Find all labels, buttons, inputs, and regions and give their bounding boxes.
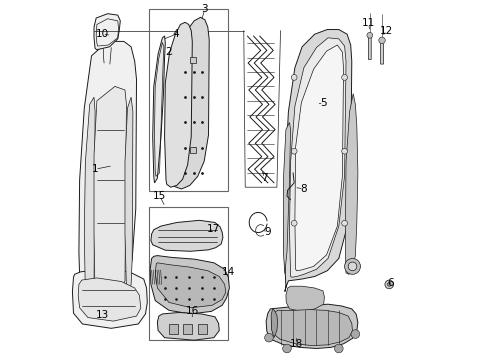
Circle shape xyxy=(264,333,273,342)
Polygon shape xyxy=(270,309,277,338)
Text: 6: 6 xyxy=(386,278,393,288)
Polygon shape xyxy=(78,278,141,321)
Bar xyxy=(182,324,191,334)
Polygon shape xyxy=(265,304,357,348)
Text: 3: 3 xyxy=(201,4,208,14)
Bar xyxy=(189,57,196,63)
Polygon shape xyxy=(72,269,147,328)
Circle shape xyxy=(378,37,385,44)
Text: 16: 16 xyxy=(185,306,199,316)
Text: 13: 13 xyxy=(96,310,109,320)
Circle shape xyxy=(386,283,390,286)
Polygon shape xyxy=(289,38,346,277)
Polygon shape xyxy=(94,86,126,308)
Polygon shape xyxy=(271,310,352,346)
Polygon shape xyxy=(294,45,343,271)
Text: 14: 14 xyxy=(221,267,234,277)
Bar xyxy=(149,207,228,340)
Text: 15: 15 xyxy=(153,191,166,201)
Circle shape xyxy=(291,75,296,80)
Polygon shape xyxy=(125,97,133,293)
Polygon shape xyxy=(283,122,290,274)
Text: 2: 2 xyxy=(165,47,172,57)
Bar xyxy=(168,324,178,334)
Text: 4: 4 xyxy=(172,29,179,39)
Text: 8: 8 xyxy=(300,184,306,194)
Bar xyxy=(189,147,196,153)
Polygon shape xyxy=(151,220,223,251)
Polygon shape xyxy=(345,94,357,274)
Circle shape xyxy=(347,262,356,271)
Polygon shape xyxy=(284,30,351,292)
Circle shape xyxy=(334,344,343,353)
Polygon shape xyxy=(84,97,95,301)
Polygon shape xyxy=(94,14,120,50)
Circle shape xyxy=(344,258,360,274)
Circle shape xyxy=(291,220,296,226)
Circle shape xyxy=(341,75,347,80)
Polygon shape xyxy=(79,41,136,320)
Polygon shape xyxy=(367,33,370,59)
Polygon shape xyxy=(152,36,165,183)
Text: 10: 10 xyxy=(96,29,109,39)
Polygon shape xyxy=(150,256,229,314)
Text: 11: 11 xyxy=(361,18,375,28)
Circle shape xyxy=(350,330,359,338)
Bar xyxy=(149,9,228,191)
Polygon shape xyxy=(380,38,383,64)
Text: 5: 5 xyxy=(320,98,326,108)
Circle shape xyxy=(341,148,347,154)
Circle shape xyxy=(282,344,291,353)
Text: 9: 9 xyxy=(264,227,271,237)
Polygon shape xyxy=(157,312,219,340)
Circle shape xyxy=(384,280,393,289)
Polygon shape xyxy=(155,263,225,308)
Text: 1: 1 xyxy=(92,164,98,174)
Text: 12: 12 xyxy=(379,26,392,36)
Circle shape xyxy=(291,148,296,154)
Polygon shape xyxy=(285,286,324,311)
Polygon shape xyxy=(171,17,209,189)
Polygon shape xyxy=(164,22,192,187)
Circle shape xyxy=(341,220,347,226)
Bar xyxy=(197,324,206,334)
Text: 18: 18 xyxy=(289,339,303,349)
Circle shape xyxy=(366,32,372,38)
Text: 17: 17 xyxy=(207,224,220,234)
Text: 7: 7 xyxy=(261,173,267,183)
